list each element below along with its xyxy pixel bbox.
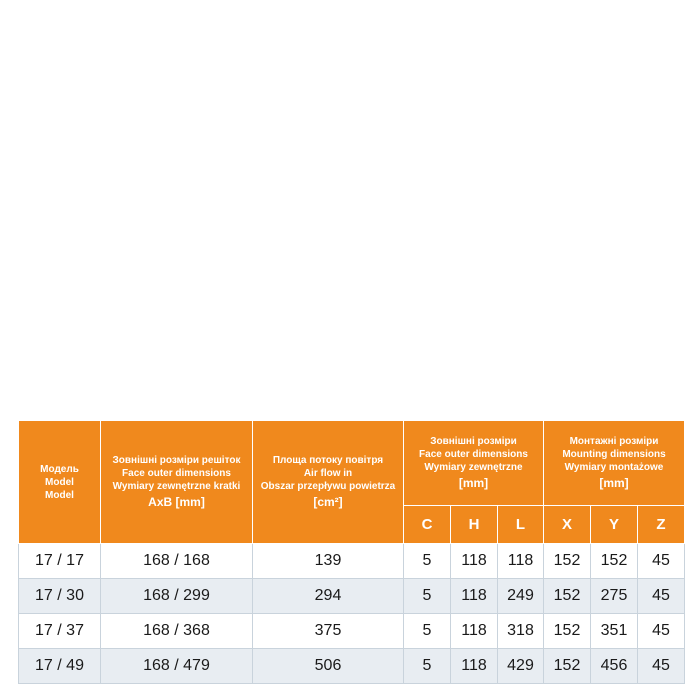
table-cell: 5	[403, 648, 451, 684]
table-cell: 168 / 299	[100, 578, 253, 614]
column-header: C	[403, 505, 451, 544]
table-cell: 17 / 30	[18, 578, 101, 614]
table-cell: 456	[590, 648, 639, 684]
header-line: Face outer dimensions	[122, 467, 231, 479]
header-line: Модель	[40, 463, 79, 475]
column-header: L	[496, 505, 545, 544]
header-line: [mm]	[599, 475, 629, 490]
header-cell: Монтажні розміри Mounting dimensions Wymia…	[543, 420, 686, 506]
table-cell: 152	[590, 543, 639, 579]
table-cell: 351	[590, 613, 639, 649]
table-cell: 139	[252, 543, 404, 579]
table-cell: 17 / 17	[18, 543, 101, 579]
table-cell: 168 / 168	[100, 543, 253, 579]
header-line: [mm]	[458, 475, 489, 490]
header-cell: Зовнішні розміри Face outer dimensions Wym…	[402, 420, 545, 506]
header-cell: Модель Model Model	[18, 420, 101, 544]
table-cell: 275	[590, 578, 639, 614]
column-header: Y	[590, 505, 639, 544]
header-line: Зовнішні розміри решіток	[112, 454, 241, 466]
header-line: Model	[45, 476, 74, 488]
header-line: Wymiary zewnętrzne	[424, 461, 523, 473]
table-cell: 294	[252, 578, 404, 614]
table-cell: 5	[403, 543, 451, 579]
table-row: 17 / 37 168 / 368 375 5 118 318 152 351 45	[18, 613, 686, 649]
column-header: H	[450, 505, 498, 544]
table-cell: 152	[543, 648, 592, 684]
header-line: Монтажні розміри	[569, 435, 659, 447]
header-line: Model	[45, 489, 74, 501]
table-row: 17 / 17 168 / 168 139 5 118 118 152 152 45	[18, 543, 686, 579]
header-line: [cm²]	[313, 494, 343, 509]
column-header: Z	[637, 505, 686, 544]
header-cell: Площа потоку повітря Air flow in Obszar pr…	[252, 420, 404, 544]
table-cell: 249	[496, 578, 545, 614]
header-line: Obszar przepływu powietrza	[260, 480, 396, 492]
table-cell: 118	[496, 543, 545, 579]
table-cell: 118	[450, 543, 498, 579]
header-line: Зовнішні розміри	[430, 435, 517, 447]
header-line: AxB [mm]	[148, 494, 205, 509]
header-line: Wymiary zewnętrzne kratki	[112, 480, 241, 492]
header-line: Площа потоку повітря	[272, 454, 384, 466]
table-cell: 152	[543, 613, 592, 649]
table-cell: 45	[637, 613, 686, 649]
table-cell: 168 / 479	[100, 648, 253, 684]
table-row: 17 / 49 168 / 479 506 5 118 429 152 456 45	[18, 648, 686, 684]
table-cell: 5	[403, 613, 451, 649]
spec-table: Модель Model Model Зовнішні розміри решіто…	[18, 420, 686, 684]
header-cell: Зовнішні розміри решіток Face outer dimen…	[100, 420, 253, 544]
table-cell: 118	[450, 648, 498, 684]
header-line: Mounting dimensions	[562, 448, 666, 460]
table-cell: 152	[543, 543, 592, 579]
table-cell: 152	[543, 578, 592, 614]
header-row: Модель Model Model Зовнішні розміри решіто…	[18, 420, 686, 544]
table-cell: 17 / 37	[18, 613, 101, 649]
table-cell: 375	[252, 613, 404, 649]
table-cell: 45	[637, 648, 686, 684]
header-line: Face outer dimensions	[419, 448, 528, 460]
table-body: 17 / 17 168 / 168 139 5 118 118 152 152 45 17 / 3…	[18, 543, 686, 684]
table-cell: 318	[496, 613, 545, 649]
table-cell: 5	[403, 578, 451, 614]
table-cell: 118	[450, 578, 498, 614]
header-line: Air flow in	[303, 467, 353, 479]
table-cell: 17 / 49	[18, 648, 101, 684]
table-cell: 45	[637, 578, 686, 614]
table-cell: 168 / 368	[100, 613, 253, 649]
table-cell: 429	[496, 648, 545, 684]
table-row: 17 / 30 168 / 299 294 5 118 249 152 275 45	[18, 578, 686, 614]
table-cell: 506	[252, 648, 404, 684]
header-line: Wymiary montażowe	[564, 461, 664, 473]
column-header: X	[543, 505, 592, 544]
table-cell: 45	[637, 543, 686, 579]
table-cell: 118	[450, 613, 498, 649]
